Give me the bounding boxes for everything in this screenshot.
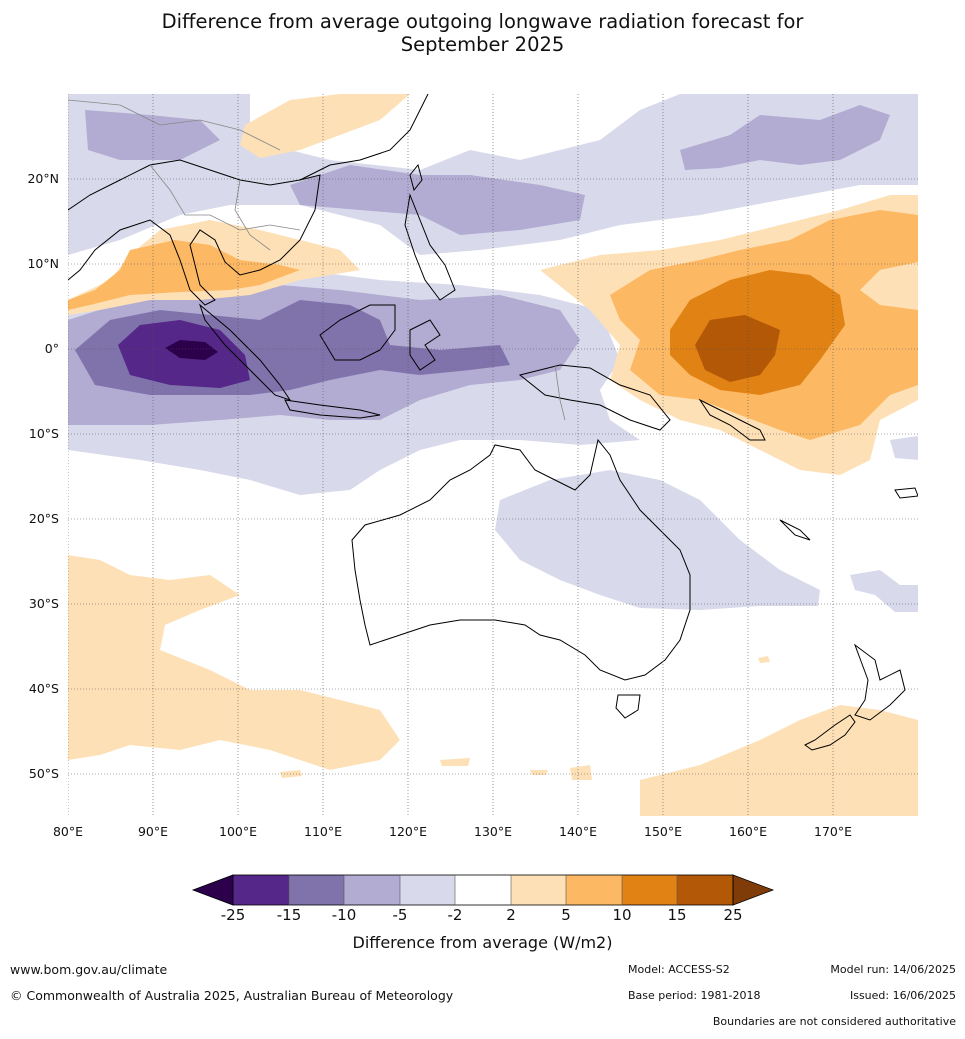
country-borders bbox=[68, 99, 566, 421]
colorbar-tick: -10 bbox=[331, 906, 357, 924]
boundaries-note: Boundaries are not considered authoritat… bbox=[712, 1015, 956, 1028]
colorbar-bin-7 bbox=[566, 875, 622, 905]
coast-melanesia bbox=[698, 398, 918, 541]
anomaly-neg-core-max bbox=[165, 340, 218, 360]
colorbar-tick: -15 bbox=[276, 906, 302, 924]
lat-label-20n: 20°N bbox=[27, 171, 59, 186]
colorbar-bin-1 bbox=[233, 875, 289, 905]
anomaly-neg-ne-medium bbox=[680, 105, 890, 170]
coast-borneo bbox=[319, 304, 396, 361]
lon-label-120e: 120°E bbox=[388, 824, 428, 839]
coast-sulawesi bbox=[409, 319, 441, 371]
anomaly-neg-australia bbox=[495, 470, 820, 610]
colorbar-tick: -5 bbox=[392, 906, 408, 924]
copyright-text: © Commonwealth of Australia 2025, Austra… bbox=[10, 988, 454, 1003]
colorbar-frame bbox=[232, 874, 734, 906]
coast-philippines bbox=[404, 193, 456, 301]
colorbar-bin-9 bbox=[677, 875, 733, 905]
coast-australia bbox=[351, 438, 691, 681]
anomaly-neg-north-medium bbox=[290, 165, 585, 235]
anomaly-neg-north-band bbox=[68, 94, 918, 255]
colorbar-tick: 5 bbox=[561, 906, 571, 924]
lon-label-100e: 100°E bbox=[218, 824, 258, 839]
colorbar-bin-4 bbox=[400, 875, 455, 905]
coast-new-zealand-south bbox=[804, 714, 856, 751]
colorbar-tick: 15 bbox=[667, 906, 687, 924]
base-period: Base period: 1981-2018 bbox=[628, 989, 761, 1002]
colorbar-label: Difference from average (W/m2) bbox=[352, 933, 613, 952]
anomaly-neg-tasman bbox=[850, 570, 918, 612]
graticule bbox=[68, 94, 918, 816]
colorbar-tick: 10 bbox=[612, 906, 632, 924]
coast-taiwan bbox=[409, 163, 423, 192]
lat-label-30s: 30°S bbox=[28, 596, 59, 611]
coast-china bbox=[299, 94, 429, 181]
colorbar-tick: 2 bbox=[506, 906, 516, 924]
model-name: Model: ACCESS-S2 bbox=[628, 963, 730, 976]
colorbar-bin-5 bbox=[455, 875, 511, 905]
title-line-1: Difference from average outgoing longwav… bbox=[161, 10, 804, 33]
anomaly-pos-bay-of-bengal-mid bbox=[68, 240, 300, 310]
lon-label-90e: 90°E bbox=[137, 824, 169, 839]
lon-label-160e: 160°E bbox=[728, 824, 768, 839]
anomaly-pos-southern-ocean-east bbox=[640, 705, 918, 816]
lat-label-20s: 20°S bbox=[28, 511, 59, 526]
colorbar-bin-2 bbox=[289, 875, 344, 905]
lon-label-170e: 170°E bbox=[813, 824, 853, 839]
anomaly-pos-north-china bbox=[240, 94, 410, 158]
coast-indochina bbox=[68, 159, 321, 306]
anomaly-field bbox=[68, 94, 918, 816]
coast-sumatra bbox=[198, 303, 292, 401]
coastlines bbox=[68, 94, 918, 751]
model-run-date: Model run: 14/06/2025 bbox=[830, 963, 956, 976]
colorbar-max-arrow bbox=[732, 874, 775, 906]
colorbar bbox=[191, 874, 775, 906]
lat-label-10n: 10°N bbox=[27, 256, 59, 271]
colorbar-tick: 25 bbox=[723, 906, 743, 924]
colorbar-tick: -2 bbox=[447, 906, 463, 924]
title-line-2: September 2025 bbox=[400, 33, 565, 56]
map-title: Difference from average outgoing longwav… bbox=[0, 10, 965, 56]
lon-label-80e: 80°E bbox=[52, 824, 84, 839]
lon-label-150e: 150°E bbox=[643, 824, 683, 839]
colorbar-bin-8 bbox=[622, 875, 677, 905]
coast-tasmania bbox=[615, 694, 641, 719]
website-link[interactable]: www.bom.gov.au/climate bbox=[10, 962, 168, 977]
colorbar-bin-6 bbox=[511, 875, 566, 905]
anomaly-pos-pacific-core bbox=[695, 315, 780, 382]
anomaly-pos-southern-ocean-west bbox=[68, 555, 400, 770]
anomaly-neg-nw-medium bbox=[85, 110, 220, 160]
lat-label-50s: 50°S bbox=[28, 766, 59, 781]
lat-label-10s: 10°S bbox=[28, 426, 59, 441]
lon-label-140e: 140°E bbox=[558, 824, 598, 839]
colorbar-tick: -25 bbox=[220, 906, 246, 924]
lon-label-110e: 110°E bbox=[303, 824, 343, 839]
coast-new-zealand-north bbox=[853, 643, 906, 721]
lat-label-40s: 40°S bbox=[28, 681, 59, 696]
colorbar-min-arrow bbox=[191, 874, 234, 906]
coast-new-guinea bbox=[518, 364, 671, 431]
colorbar-bin-3 bbox=[344, 875, 400, 905]
lat-label-0: 0° bbox=[44, 341, 59, 356]
issued-date: Issued: 16/06/2025 bbox=[849, 989, 956, 1002]
lon-label-130e: 130°E bbox=[473, 824, 513, 839]
coast-java bbox=[284, 399, 381, 419]
